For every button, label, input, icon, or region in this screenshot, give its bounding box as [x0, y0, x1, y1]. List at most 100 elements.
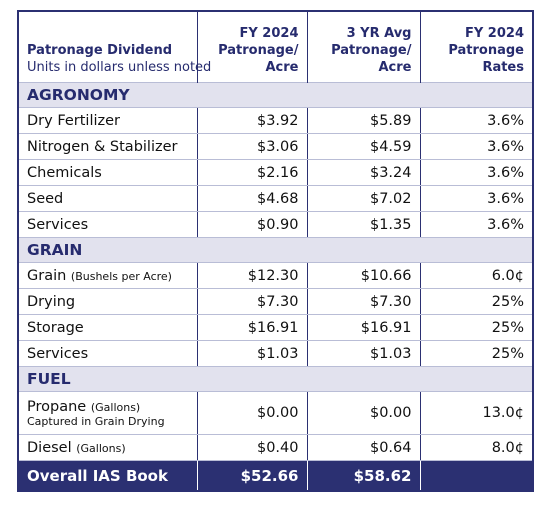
value-cell: $10.66: [306, 262, 420, 289]
value-cell: $0.40: [196, 434, 307, 461]
data-row: Propane (Gallons) Captured in Grain Dryin…: [19, 391, 532, 435]
data-row: Chemicals $2.16 $3.24 3.6%: [19, 159, 532, 186]
value-cell: $3.24: [306, 159, 420, 186]
footer-value: $58.62: [306, 460, 420, 490]
row-note: (Gallons): [76, 441, 126, 455]
row-label: Drying: [27, 293, 76, 310]
section-row: FUEL: [19, 366, 532, 392]
data-row: Grain (Bushels per Acre) $12.30 $10.66 6.0¢: [19, 262, 532, 289]
value-cell: $0.00: [196, 391, 307, 435]
row-label: Services: [27, 216, 89, 233]
value-cell: 3.6%: [419, 211, 532, 238]
section-name: GRAIN: [19, 237, 532, 263]
header-cell: Patronage Dividend Units in dollars unles…: [19, 12, 212, 83]
section-row: GRAIN: [19, 237, 532, 263]
value-cell: $0.90: [196, 211, 307, 238]
value-cell: $7.30: [196, 288, 307, 315]
row-label: Grain: [27, 267, 67, 284]
row-label-cell: Chemicals: [19, 159, 197, 186]
column-header-line: Patronage: [448, 43, 524, 58]
footer-empty: [419, 460, 532, 490]
value-cell: $4.68: [196, 185, 307, 212]
dividend-table: Patronage Dividend Units in dollars unles…: [17, 10, 534, 492]
value-cell: $2.16: [196, 159, 307, 186]
column-header-line: FY 2024: [239, 26, 299, 41]
data-row: Nitrogen & Stabilizer $3.06 $4.59 3.6%: [19, 133, 532, 160]
column-header: FY 2024 Patronage Rates: [419, 12, 532, 83]
value-cell: $4.59: [306, 133, 420, 160]
footer-label: Overall IAS Book: [19, 460, 197, 490]
row-label: Diesel: [27, 439, 72, 456]
column-header-line: Patronage/: [331, 43, 412, 58]
data-row: Diesel (Gallons) $0.40 $0.64 8.0¢: [19, 434, 532, 461]
row-label-cell: Drying: [19, 288, 197, 315]
footer-row: Overall IAS Book $52.66 $58.62: [19, 460, 532, 490]
row-label-cell: Propane (Gallons) Captured in Grain Dryin…: [19, 391, 197, 435]
value-cell: 6.0¢: [419, 262, 532, 289]
row-label: Dry Fertilizer: [27, 112, 121, 129]
value-cell: $1.03: [196, 340, 307, 367]
value-cell: $5.89: [306, 107, 420, 134]
header-subtitle: Units in dollars unless noted: [27, 60, 212, 75]
value-cell: 3.6%: [419, 159, 532, 186]
data-row: Services $0.90 $1.35 3.6%: [19, 211, 532, 238]
value-cell: $12.30: [196, 262, 307, 289]
column-header-line: FY 2024: [464, 26, 524, 41]
row-label-cell: Nitrogen & Stabilizer: [19, 133, 197, 160]
value-cell: $0.64: [306, 434, 420, 461]
column-header: 3 YR Avg Patronage/Acre: [306, 12, 420, 83]
value-cell: $7.30: [306, 288, 420, 315]
column-header: FY 2024 Patronage/Acre: [196, 12, 307, 83]
row-label-cell: Services: [19, 211, 197, 238]
value-cell: 8.0¢: [419, 434, 532, 461]
header-row: Patronage Dividend Units in dollars unles…: [19, 12, 532, 83]
row-label: Services: [27, 345, 89, 362]
row-label-cell: Storage: [19, 314, 197, 341]
value-cell: $3.92: [196, 107, 307, 134]
data-row: Dry Fertilizer $3.92 $5.89 3.6%: [19, 107, 532, 134]
data-row: Drying $7.30 $7.30 25%: [19, 288, 532, 315]
section-name: AGRONOMY: [19, 82, 532, 108]
section-name: FUEL: [19, 366, 532, 392]
header-title: Patronage Dividend: [27, 43, 173, 58]
column-header-line: 3 YR Avg: [346, 26, 412, 41]
value-cell: $16.91: [196, 314, 307, 341]
section-row: AGRONOMY: [19, 82, 532, 108]
column-header-line: Acre: [378, 60, 412, 75]
row-label-cell: Services: [19, 340, 197, 367]
row-label: Chemicals: [27, 164, 102, 181]
row-label: Propane: [27, 398, 87, 415]
value-cell: $1.03: [306, 340, 420, 367]
value-cell: $1.35: [306, 211, 420, 238]
footer-value: $52.66: [196, 460, 307, 490]
row-label-cell: Dry Fertilizer: [19, 107, 197, 134]
table-body: Patronage Dividend Units in dollars unles…: [19, 12, 532, 490]
row-label-cell: Diesel (Gallons): [19, 434, 197, 461]
data-row: Seed $4.68 $7.02 3.6%: [19, 185, 532, 212]
data-row: Services $1.03 $1.03 25%: [19, 340, 532, 367]
row-note: (Gallons): [90, 400, 141, 414]
value-cell: 25%: [419, 340, 532, 367]
column-header-line: Acre: [265, 60, 299, 75]
row-label: Seed: [27, 190, 64, 207]
value-cell: 3.6%: [419, 133, 532, 160]
value-cell: $0.00: [306, 391, 420, 435]
value-cell: 25%: [419, 314, 532, 341]
value-cell: 3.6%: [419, 107, 532, 134]
data-row: Storage $16.91 $16.91 25%: [19, 314, 532, 341]
table: Patronage Dividend Units in dollars unles…: [19, 12, 532, 490]
value-cell: $16.91: [306, 314, 420, 341]
column-header-line: Rates: [482, 60, 524, 75]
row-label: Storage: [27, 319, 84, 336]
column-header-line: Patronage/: [218, 43, 299, 58]
value-cell: 25%: [419, 288, 532, 315]
value-cell: $7.02: [306, 185, 420, 212]
value-cell: 13.0¢: [419, 391, 532, 435]
row-label-cell: Seed: [19, 185, 197, 212]
value-cell: $3.06: [196, 133, 307, 160]
row-label: Nitrogen & Stabilizer: [27, 138, 178, 155]
value-cell: 3.6%: [419, 185, 532, 212]
row-subnote: Captured in Grain Drying: [27, 414, 165, 428]
row-label-cell: Grain (Bushels per Acre): [19, 262, 197, 289]
